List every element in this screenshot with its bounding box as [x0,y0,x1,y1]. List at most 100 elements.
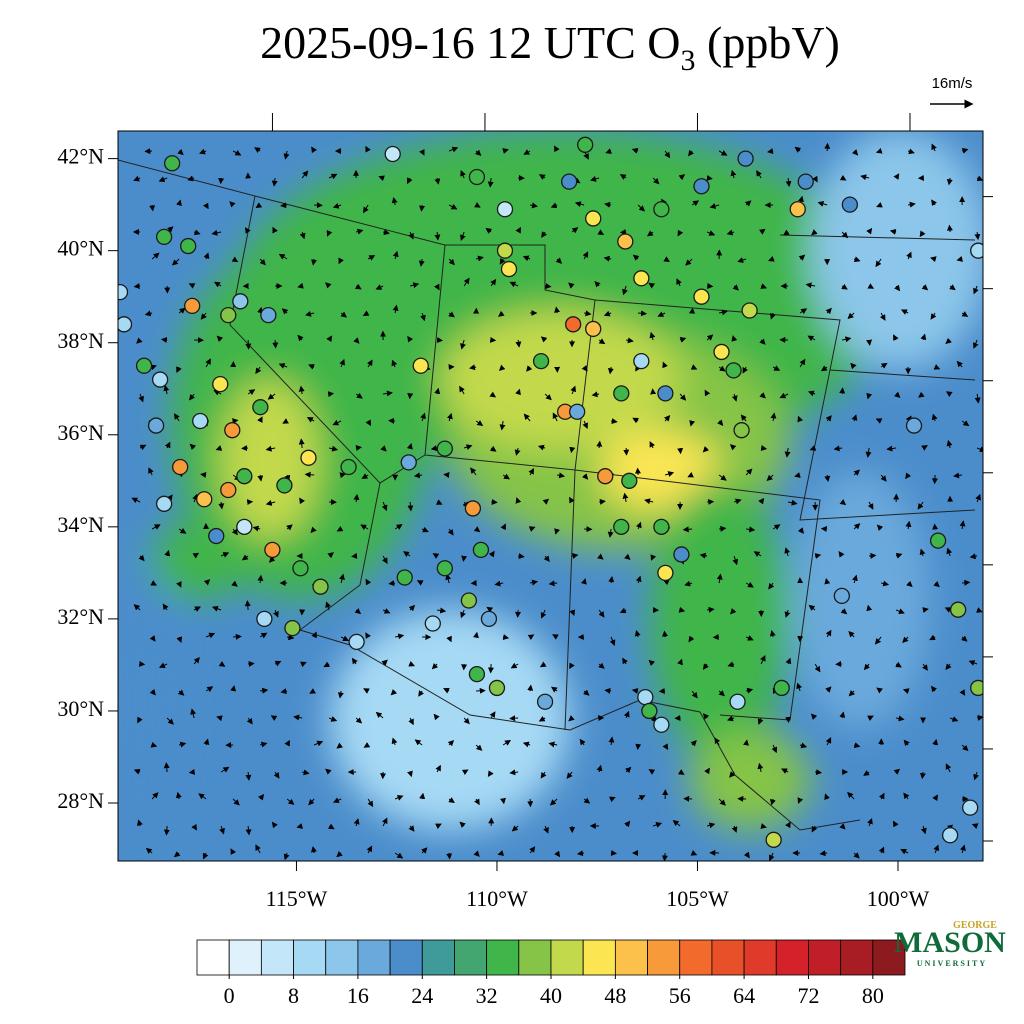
wind-arrow [260,687,269,694]
wind-arrow [382,555,388,564]
y-tick-label: 38°N [57,328,104,353]
wind-arrow [770,412,777,422]
map-field [118,131,983,861]
wind-arrow [902,688,910,695]
wind-arrow [679,393,687,401]
wind-arrow [432,553,440,559]
wind-arrow [972,339,979,349]
wind-arrow [863,663,871,671]
logo-bottom: UNIVERSITY [917,959,987,968]
wind-arrow [433,713,440,721]
wind-arrow [863,770,870,776]
wind-arrow [969,553,978,560]
wind-arrow [445,573,452,584]
wind-arrow [608,576,615,584]
sites [118,136,983,848]
wind-arrow [784,609,791,618]
y-tick-label: 30°N [57,696,104,721]
wind-arrow [949,284,956,291]
site-marker [172,458,189,476]
site-marker [565,316,582,333]
wind-arrow [799,742,808,749]
wind-arrow [905,472,912,480]
wind-arrow [355,228,364,235]
wind-arrow [459,385,465,395]
wind-arrow [579,738,586,746]
wind-arrow [360,524,369,531]
site-marker [196,491,213,508]
wind-arrow [609,796,616,803]
wind-arrow [509,715,519,722]
wind-arrow [265,500,276,506]
wind-arrow [304,471,315,478]
wind-arrow [409,282,420,289]
wind-arrow [257,306,264,314]
wind-arrow [769,312,776,320]
wind-arrow [603,255,612,262]
wind-arrow [254,147,261,153]
wind-arrow [729,771,736,778]
wind-arrow [502,148,509,154]
wind-arrow [500,797,506,805]
colorbar-box [486,939,520,976]
wind-arrow [932,523,939,530]
colorbar-box [775,939,809,976]
wind-arrow [133,175,141,182]
wind-arrow [336,742,343,749]
title-prefix: 2025-09-16 12 UTC O [260,17,680,68]
wind-arrow [538,174,546,180]
wind-arrow [151,252,160,260]
wind-arrow [572,552,579,559]
wind-arrow [644,498,654,505]
wind-arrow [788,499,798,506]
wind-arrow [459,821,466,828]
wind-arrow [825,629,832,638]
wind-arrow [908,201,916,208]
wind-arrow [434,387,441,395]
site-marker [212,376,229,393]
wind-arrow [448,203,458,210]
site-marker [657,564,674,582]
wind-arrow [460,231,466,241]
wind-arrow [257,574,264,584]
wind-arrow [933,364,941,370]
wind-arrow [475,744,483,751]
wind-arrow [325,768,332,775]
field-shading [118,131,983,840]
colorbar-box [840,939,874,976]
wind-arrow [437,607,447,614]
colorbar-box [357,939,391,976]
wind-arrow [853,469,861,476]
wind-arrow [757,762,764,773]
colorbar-box [228,939,262,976]
wind-arrow [688,635,695,643]
wind-arrow [430,445,438,452]
wind-arrow [474,202,481,208]
colorbar-box [614,939,648,976]
wind-arrow [273,609,279,618]
wind-arrow [363,742,371,748]
wind-arrow [486,606,494,613]
wind-arrow [906,580,913,588]
wind-arrow [798,254,806,261]
wind-arrow [704,389,711,397]
wind-arrow [460,339,466,350]
wind-arrow [231,256,239,263]
wind-arrow [566,771,573,779]
wind-arrow [554,306,560,314]
site-marker [653,201,670,218]
wind-arrow [540,336,548,343]
site-marker [460,592,478,609]
wind-arrow [974,231,981,241]
site-marker [292,560,309,577]
wind-arrow [743,851,750,859]
wind-arrow [489,445,497,452]
wind-arrow [768,255,775,262]
wind-arrow [726,715,735,722]
wind-arrow [921,284,929,291]
wind-arrow [353,493,360,503]
wind-arrow [354,608,362,615]
wind-arrow [900,309,909,315]
wind-arrow [281,308,289,315]
wind-arrow [448,146,459,153]
